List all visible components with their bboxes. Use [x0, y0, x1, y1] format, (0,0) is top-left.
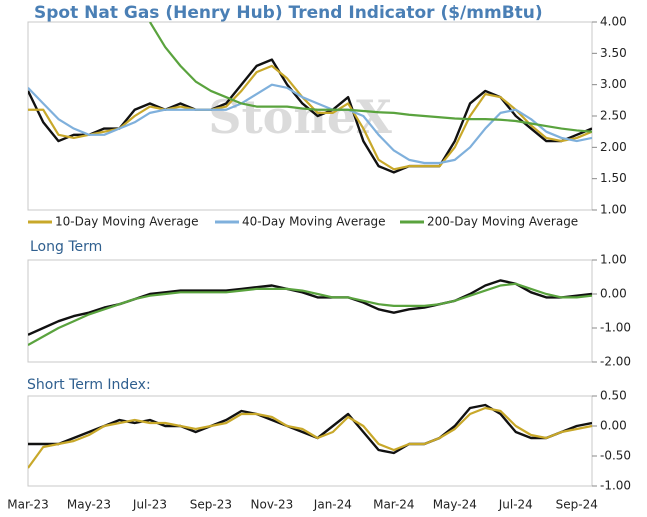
y-tick-label: 1.00	[600, 253, 627, 267]
series-line	[28, 403, 592, 455]
y-tick-label: 2.00	[600, 140, 627, 154]
y-tick-label: -0.50	[600, 449, 631, 463]
x-tick-label: Mar-23	[7, 498, 48, 512]
y-tick-label: 0.50	[600, 389, 627, 403]
legend-label: 10-Day Moving Average	[55, 215, 199, 229]
y-tick-label: 3.50	[600, 46, 627, 60]
series-line	[28, 282, 592, 346]
x-tick-label: Nov-23	[251, 498, 294, 512]
legend-label: 200-Day Moving Average	[427, 215, 578, 229]
y-tick-label: 2.50	[600, 109, 627, 123]
y-tick-label: -1.00	[600, 321, 631, 335]
panel-title: Short Term Index:	[27, 377, 151, 393]
x-tick-label: May-23	[67, 498, 111, 512]
x-tick-label: Sep-23	[190, 498, 232, 512]
y-tick-label: -2.00	[600, 355, 631, 369]
plot-frame	[27, 259, 593, 363]
y-tick-label: 1.00	[600, 203, 627, 217]
x-tick-label: Sep-24	[556, 498, 598, 512]
series-line	[149, 22, 592, 133]
x-tick-label: Mar-24	[373, 498, 414, 512]
x-tick-label: Jul-23	[132, 498, 167, 512]
legend-label: 40-Day Moving Average	[242, 215, 386, 229]
panel-title: Spot Nat Gas (Henry Hub) Trend Indicator…	[34, 3, 543, 23]
panel-title: Long Term	[30, 239, 102, 255]
series-line	[28, 83, 592, 165]
series-line	[28, 406, 592, 469]
y-tick-label: 3.00	[600, 77, 627, 91]
x-tick-label: Jul-24	[498, 498, 533, 512]
y-tick-label: 4.00	[600, 15, 627, 29]
plot-frame	[27, 395, 593, 487]
y-tick-label: 0.00	[600, 419, 627, 433]
y-tick-label: -1.00	[600, 479, 631, 493]
x-tick-label: Jan-24	[313, 498, 352, 512]
y-tick-label: 0.00	[600, 287, 627, 301]
x-tick-label: May-24	[433, 498, 477, 512]
y-tick-label: 1.50	[600, 171, 627, 185]
